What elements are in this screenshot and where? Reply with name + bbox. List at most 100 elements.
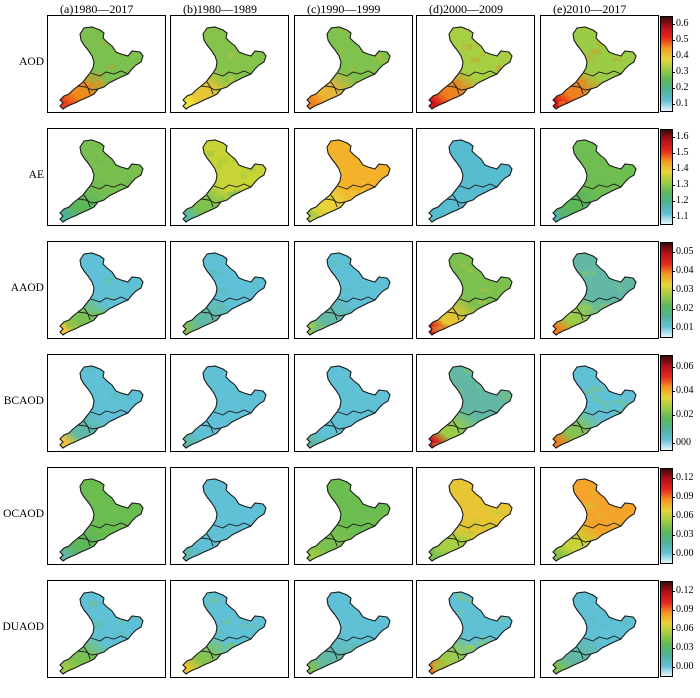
- value-field: [60, 592, 143, 674]
- value-field: [429, 479, 512, 561]
- province-border: [452, 533, 460, 547]
- province-border: [576, 307, 584, 321]
- region-map: [552, 478, 637, 562]
- region-map: [552, 591, 637, 675]
- value-field: [553, 479, 636, 561]
- colorbar-tick-label: 0.00: [672, 548, 694, 560]
- province-border: [213, 635, 252, 642]
- province-border: [337, 409, 376, 416]
- row-label: DUAOD: [2, 621, 44, 633]
- map-panel: [540, 15, 659, 113]
- colorbar-tick-label: 0.04: [672, 385, 694, 396]
- colorbar-tick-label: 0.06: [672, 361, 694, 372]
- colorbar-tick-label: 0.5: [672, 34, 689, 45]
- province-border: [324, 311, 346, 317]
- province-border: [459, 183, 498, 190]
- colorbar-tick-label: 0.05: [672, 245, 694, 257]
- column-title: (b)1980—1989: [183, 2, 257, 16]
- value-field: [429, 253, 512, 335]
- map-panel: [416, 467, 535, 565]
- map-panel: [47, 580, 166, 678]
- value-field: [307, 479, 390, 561]
- region-map: [59, 139, 144, 223]
- value-field: [553, 140, 636, 222]
- value-field: [307, 27, 390, 109]
- region-outline: [59, 478, 144, 562]
- colorbar: [660, 355, 673, 451]
- region-outline: [428, 591, 513, 675]
- region-map: [306, 365, 391, 449]
- province-border: [337, 522, 376, 529]
- region-outline: [59, 591, 144, 675]
- colorbar-tick-label: 1.6: [672, 131, 689, 142]
- region-map: [428, 252, 513, 336]
- province-border: [330, 420, 338, 434]
- colorbar-tick-label: 0.00: [672, 661, 694, 673]
- province-border: [452, 194, 460, 208]
- region-map: [182, 26, 267, 110]
- region-map: [59, 26, 144, 110]
- province-border: [330, 646, 338, 660]
- value-field: [60, 27, 143, 109]
- province-border: [446, 85, 468, 91]
- colorbar-tick-label: 0.01: [672, 322, 694, 334]
- province-border: [459, 296, 498, 303]
- map-panel: [47, 467, 166, 565]
- map-panel: [294, 128, 413, 226]
- value-field: [183, 479, 266, 561]
- province-border: [206, 646, 214, 660]
- region-outline: [306, 252, 391, 336]
- province-border: [90, 183, 129, 190]
- province-border: [200, 85, 222, 91]
- province-border: [583, 183, 622, 190]
- colorbar-tick-label: 0.3: [672, 66, 689, 77]
- province-border: [324, 650, 346, 656]
- region-outline: [182, 478, 267, 562]
- region-map: [306, 139, 391, 223]
- colorbar: [660, 129, 673, 225]
- region-map: [182, 591, 267, 675]
- province-border: [83, 194, 91, 208]
- region-outline: [552, 139, 637, 223]
- province-border: [330, 307, 338, 321]
- province-border: [446, 424, 468, 430]
- map-panel: [416, 241, 535, 339]
- region-outline: [59, 26, 144, 110]
- region-outline: [552, 252, 637, 336]
- column-title: (d)2000—2009: [429, 2, 503, 16]
- map-panel: [47, 128, 166, 226]
- province-border: [77, 85, 99, 91]
- province-border: [446, 311, 468, 317]
- value-field: [307, 140, 390, 222]
- map-panel: [47, 354, 166, 452]
- region-map: [59, 365, 144, 449]
- colorbar-tick-label: 0.02: [672, 409, 694, 420]
- province-border: [570, 424, 592, 430]
- province-border: [452, 307, 460, 321]
- region-map: [306, 591, 391, 675]
- region-map: [428, 26, 513, 110]
- map-panel: [170, 580, 289, 678]
- region-map: [59, 478, 144, 562]
- map-panel: [170, 15, 289, 113]
- colorbar-tick-label: 0.09: [672, 603, 694, 615]
- province-border: [570, 198, 592, 204]
- colorbar-tick-label: 1.5: [672, 147, 689, 158]
- province-border: [324, 198, 346, 204]
- region-map: [182, 478, 267, 562]
- value-field: [429, 592, 512, 674]
- region-outline: [306, 365, 391, 449]
- province-border: [83, 307, 91, 321]
- map-panel: [47, 241, 166, 339]
- province-border: [570, 650, 592, 656]
- province-border: [583, 70, 622, 77]
- province-border: [213, 70, 252, 77]
- column-title: (c)1990—1999: [307, 2, 381, 16]
- province-border: [200, 311, 222, 317]
- value-field: [429, 27, 512, 109]
- region-outline: [59, 365, 144, 449]
- map-panel: [540, 354, 659, 452]
- province-border: [324, 424, 346, 430]
- province-border: [459, 635, 498, 642]
- province-border: [583, 296, 622, 303]
